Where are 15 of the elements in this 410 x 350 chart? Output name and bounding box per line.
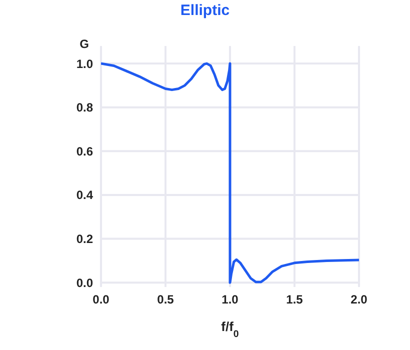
x-tick-label: 1.0 bbox=[222, 292, 239, 307]
x-tick-label: 1.5 bbox=[286, 292, 304, 307]
y-tick-label: 0.6 bbox=[76, 144, 94, 158]
y-tick-label: 1.0 bbox=[76, 56, 94, 71]
y-tick-label: 0.0 bbox=[76, 276, 94, 290]
y-tick-label: 0.4 bbox=[76, 188, 94, 202]
y-axis-title: G bbox=[80, 37, 89, 51]
x-tick-label: 0.5 bbox=[157, 292, 174, 307]
chart-title: Elliptic bbox=[179, 2, 231, 19]
y-tick-label: 0.8 bbox=[76, 100, 94, 115]
x-tick-label: 0.0 bbox=[92, 292, 110, 307]
line-series bbox=[101, 62, 359, 284]
x-axis-title: f/f$_{0}$ bbox=[221, 319, 240, 340]
x-tick-label: 2.0 bbox=[350, 292, 368, 307]
y-tick-label: 0.2 bbox=[76, 232, 94, 246]
